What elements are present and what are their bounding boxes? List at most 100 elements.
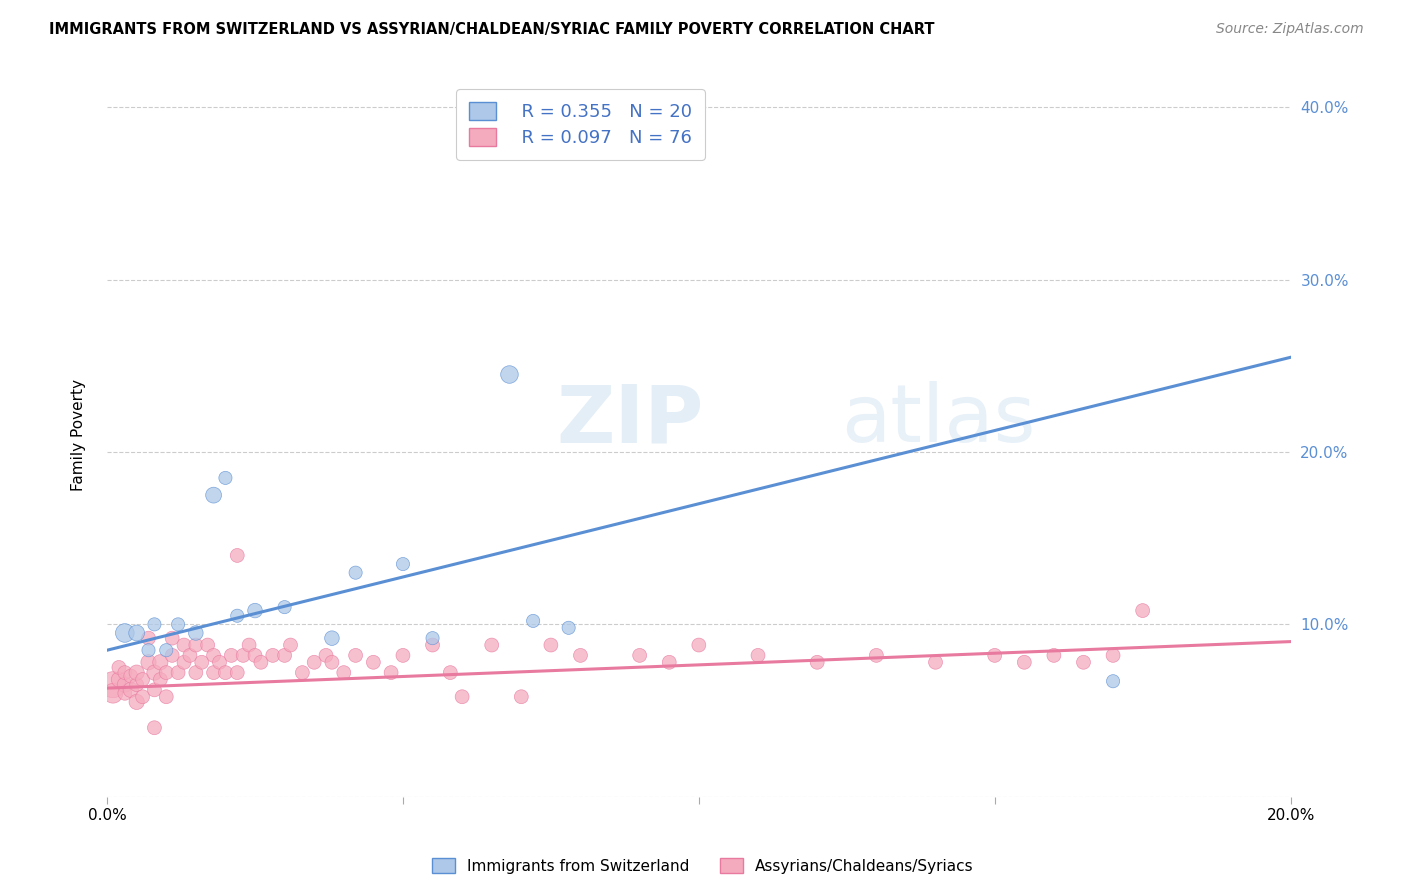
Point <box>557 621 579 635</box>
Point <box>540 638 562 652</box>
Point <box>143 682 166 697</box>
Point <box>344 566 367 580</box>
Point <box>422 638 444 652</box>
Point <box>138 643 160 657</box>
Point <box>197 638 219 652</box>
Point <box>108 673 131 687</box>
Point <box>160 648 183 663</box>
Point <box>392 648 415 663</box>
Point <box>214 665 236 680</box>
Legend:   R = 0.355   N = 20,   R = 0.097   N = 76: R = 0.355 N = 20, R = 0.097 N = 76 <box>456 89 704 160</box>
Point <box>747 648 769 663</box>
Point <box>321 655 343 669</box>
Point <box>125 695 148 709</box>
Point <box>924 655 946 669</box>
Point <box>173 638 195 652</box>
Point <box>184 626 207 640</box>
Text: atlas: atlas <box>841 382 1035 459</box>
Legend: Immigrants from Switzerland, Assyrians/Chaldeans/Syriacs: Immigrants from Switzerland, Assyrians/C… <box>426 852 980 880</box>
Point <box>1102 674 1125 689</box>
Point <box>226 665 249 680</box>
Point <box>522 614 544 628</box>
Point <box>184 665 207 680</box>
Point <box>628 648 651 663</box>
Point <box>569 648 592 663</box>
Point <box>481 638 503 652</box>
Point <box>243 604 266 618</box>
Point <box>392 557 415 571</box>
Point <box>688 638 710 652</box>
Text: IMMIGRANTS FROM SWITZERLAND VS ASSYRIAN/CHALDEAN/SYRIAC FAMILY POVERTY CORRELATI: IMMIGRANTS FROM SWITZERLAND VS ASSYRIAN/… <box>49 22 935 37</box>
Point <box>173 655 195 669</box>
Point <box>160 631 183 645</box>
Point <box>214 471 236 485</box>
Point <box>315 648 337 663</box>
Point <box>422 631 444 645</box>
Y-axis label: Family Poverty: Family Poverty <box>72 379 86 491</box>
Point <box>120 669 142 683</box>
Point <box>806 655 828 669</box>
Point <box>1132 604 1154 618</box>
Text: ZIP: ZIP <box>557 382 704 459</box>
Point <box>114 665 136 680</box>
Point <box>179 648 201 663</box>
Point <box>451 690 474 704</box>
Point <box>149 673 172 687</box>
Point <box>131 690 153 704</box>
Point <box>1073 655 1095 669</box>
Point <box>865 648 887 663</box>
Point <box>983 648 1005 663</box>
Point <box>363 655 385 669</box>
Point <box>221 648 243 663</box>
Point <box>114 626 136 640</box>
Point <box>250 655 273 669</box>
Point <box>262 648 284 663</box>
Point <box>190 655 212 669</box>
Point <box>273 600 295 615</box>
Point <box>226 608 249 623</box>
Point <box>120 682 142 697</box>
Point <box>280 638 302 652</box>
Point <box>131 673 153 687</box>
Point <box>243 648 266 663</box>
Point <box>149 655 172 669</box>
Point <box>380 665 402 680</box>
Point <box>202 488 225 502</box>
Point <box>101 686 124 700</box>
Point <box>155 665 177 680</box>
Point <box>273 648 295 663</box>
Point <box>108 660 131 674</box>
Point <box>291 665 314 680</box>
Point <box>125 626 148 640</box>
Point <box>125 678 148 692</box>
Point <box>114 678 136 692</box>
Point <box>232 648 254 663</box>
Point <box>138 655 160 669</box>
Point <box>226 549 249 563</box>
Point <box>125 665 148 680</box>
Point <box>167 665 190 680</box>
Point <box>302 655 325 669</box>
Text: Source: ZipAtlas.com: Source: ZipAtlas.com <box>1216 22 1364 37</box>
Point <box>143 617 166 632</box>
Point <box>1043 648 1066 663</box>
Point <box>238 638 260 652</box>
Point <box>498 368 520 382</box>
Point <box>321 631 343 645</box>
Point <box>333 665 356 680</box>
Point <box>101 678 124 692</box>
Point <box>208 655 231 669</box>
Point <box>202 665 225 680</box>
Point <box>155 690 177 704</box>
Point <box>658 655 681 669</box>
Point <box>138 631 160 645</box>
Point <box>510 690 533 704</box>
Point <box>344 648 367 663</box>
Point <box>114 686 136 700</box>
Point <box>143 665 166 680</box>
Point <box>1014 655 1036 669</box>
Point <box>184 638 207 652</box>
Point <box>1102 648 1125 663</box>
Point <box>155 643 177 657</box>
Point <box>143 721 166 735</box>
